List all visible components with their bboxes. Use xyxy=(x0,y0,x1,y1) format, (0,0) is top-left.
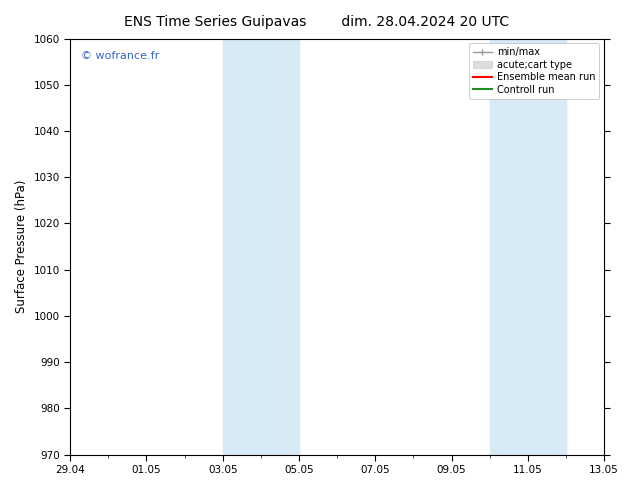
Text: © wofrance.fr: © wofrance.fr xyxy=(81,51,159,61)
Bar xyxy=(528,39,566,455)
Bar xyxy=(261,39,299,455)
Legend: min/max, acute;cart type, Ensemble mean run, Controll run: min/max, acute;cart type, Ensemble mean … xyxy=(469,44,599,98)
Bar xyxy=(489,39,528,455)
Text: ENS Time Series Guipavas        dim. 28.04.2024 20 UTC: ENS Time Series Guipavas dim. 28.04.2024… xyxy=(124,15,510,29)
Bar xyxy=(223,39,261,455)
Y-axis label: Surface Pressure (hPa): Surface Pressure (hPa) xyxy=(15,180,28,313)
